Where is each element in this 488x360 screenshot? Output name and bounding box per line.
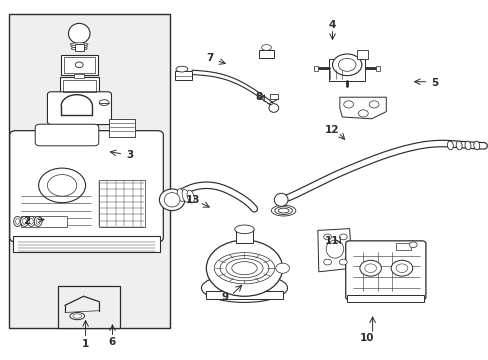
Ellipse shape bbox=[338, 58, 355, 71]
Ellipse shape bbox=[332, 54, 361, 76]
Ellipse shape bbox=[339, 234, 346, 240]
Ellipse shape bbox=[99, 100, 109, 105]
Ellipse shape bbox=[14, 216, 21, 226]
Ellipse shape bbox=[323, 259, 331, 265]
Ellipse shape bbox=[201, 274, 287, 302]
FancyBboxPatch shape bbox=[10, 131, 163, 242]
Ellipse shape bbox=[206, 240, 282, 296]
Ellipse shape bbox=[368, 101, 378, 108]
Ellipse shape bbox=[473, 141, 479, 150]
Bar bbox=[375, 66, 380, 71]
Text: 1: 1 bbox=[82, 339, 89, 349]
Ellipse shape bbox=[464, 141, 470, 150]
Bar bbox=[75, 44, 83, 51]
Ellipse shape bbox=[29, 219, 33, 224]
Text: 5: 5 bbox=[431, 78, 438, 88]
Ellipse shape bbox=[274, 207, 292, 215]
Text: 6: 6 bbox=[109, 337, 116, 347]
Ellipse shape bbox=[455, 141, 461, 150]
Ellipse shape bbox=[177, 189, 184, 202]
Bar bbox=[313, 66, 317, 71]
Bar bbox=[74, 74, 84, 77]
Bar bbox=[20, 216, 67, 227]
Ellipse shape bbox=[164, 193, 180, 207]
Bar bbox=[206, 291, 282, 299]
Ellipse shape bbox=[261, 45, 271, 50]
Ellipse shape bbox=[182, 189, 189, 202]
FancyBboxPatch shape bbox=[35, 124, 99, 146]
Bar bbox=[13, 236, 160, 252]
Ellipse shape bbox=[73, 314, 81, 318]
Bar bbox=[58, 286, 120, 328]
Ellipse shape bbox=[271, 205, 295, 216]
Ellipse shape bbox=[274, 193, 287, 206]
Ellipse shape bbox=[447, 141, 452, 150]
Ellipse shape bbox=[159, 189, 184, 211]
Ellipse shape bbox=[20, 216, 28, 226]
Ellipse shape bbox=[323, 234, 331, 240]
Text: 13: 13 bbox=[185, 195, 200, 205]
Bar bbox=[60, 77, 99, 94]
Ellipse shape bbox=[71, 45, 87, 48]
Ellipse shape bbox=[47, 175, 77, 196]
Text: 3: 3 bbox=[126, 150, 133, 160]
Text: 9: 9 bbox=[221, 292, 228, 302]
Ellipse shape bbox=[34, 216, 42, 226]
Ellipse shape bbox=[186, 190, 194, 203]
Ellipse shape bbox=[68, 23, 90, 44]
Text: 12: 12 bbox=[325, 125, 339, 135]
Polygon shape bbox=[339, 97, 386, 119]
FancyBboxPatch shape bbox=[345, 241, 425, 300]
Text: 11: 11 bbox=[325, 236, 339, 246]
Ellipse shape bbox=[36, 219, 40, 224]
Bar bbox=[99, 180, 145, 227]
Ellipse shape bbox=[390, 260, 412, 276]
Ellipse shape bbox=[234, 225, 254, 234]
Ellipse shape bbox=[70, 312, 84, 320]
Bar bbox=[174, 71, 192, 80]
Text: 8: 8 bbox=[255, 92, 262, 102]
Bar bbox=[9, 14, 170, 328]
Text: 7: 7 bbox=[206, 53, 214, 63]
Ellipse shape bbox=[325, 240, 343, 258]
Bar bbox=[62, 80, 96, 92]
Text: 2: 2 bbox=[23, 216, 30, 226]
FancyBboxPatch shape bbox=[47, 92, 111, 125]
Ellipse shape bbox=[395, 264, 407, 273]
Ellipse shape bbox=[359, 260, 381, 276]
Bar bbox=[259, 50, 273, 58]
Bar bbox=[395, 243, 410, 250]
Ellipse shape bbox=[358, 110, 367, 117]
Text: 4: 4 bbox=[328, 20, 336, 30]
Polygon shape bbox=[317, 229, 351, 272]
Ellipse shape bbox=[364, 264, 376, 273]
Bar bbox=[63, 57, 95, 73]
Bar bbox=[346, 295, 424, 302]
Bar bbox=[235, 229, 253, 243]
Ellipse shape bbox=[176, 66, 187, 72]
Ellipse shape bbox=[75, 62, 83, 68]
Bar bbox=[356, 50, 367, 59]
Ellipse shape bbox=[27, 216, 35, 226]
Bar bbox=[61, 55, 98, 75]
Ellipse shape bbox=[39, 168, 85, 203]
Bar bbox=[108, 119, 135, 137]
Ellipse shape bbox=[16, 219, 20, 224]
Bar bbox=[328, 59, 365, 81]
Bar bbox=[269, 94, 277, 99]
Text: 10: 10 bbox=[359, 333, 373, 343]
Ellipse shape bbox=[339, 259, 346, 265]
Ellipse shape bbox=[22, 219, 26, 224]
Ellipse shape bbox=[275, 263, 289, 273]
Ellipse shape bbox=[408, 242, 416, 248]
Ellipse shape bbox=[268, 104, 278, 112]
Ellipse shape bbox=[71, 47, 87, 50]
Ellipse shape bbox=[70, 43, 88, 46]
Ellipse shape bbox=[278, 208, 288, 213]
Ellipse shape bbox=[343, 101, 353, 108]
